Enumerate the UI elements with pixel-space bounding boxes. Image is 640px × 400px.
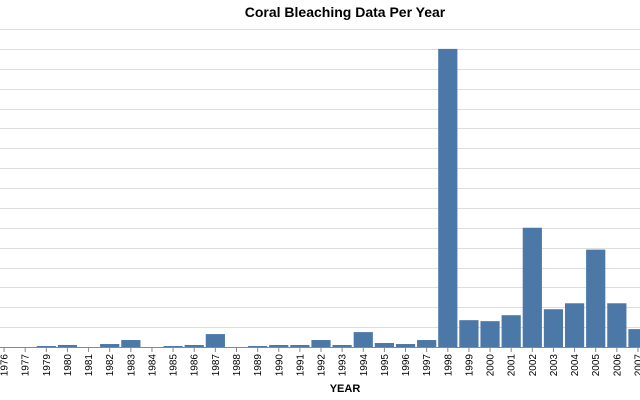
x-tick-label-1983: 1983 (126, 354, 137, 377)
x-tick-label-1987: 1987 (211, 354, 222, 377)
x-tick-label-2003: 2003 (549, 354, 560, 377)
x-tick-label-2007: 2007 (633, 354, 640, 377)
bar-1986 (184, 345, 204, 347)
x-tick-label-2000: 2000 (486, 354, 497, 377)
x-tick-label-1993: 1993 (338, 354, 349, 377)
bar-1997 (417, 340, 437, 347)
bar-2006 (607, 303, 627, 347)
bar-1995 (374, 343, 394, 347)
x-tick-label-2006: 2006 (612, 354, 623, 377)
bar-1991 (290, 345, 310, 347)
bar-1993 (332, 345, 352, 347)
bar-2000 (480, 321, 500, 347)
x-tick-label-1980: 1980 (63, 354, 74, 377)
x-tick-label-1991: 1991 (295, 354, 306, 377)
x-axis-title: YEAR (330, 383, 361, 395)
x-tick-label-1990: 1990 (274, 354, 285, 377)
bar-2004 (564, 303, 585, 347)
x-tick-label-2002: 2002 (528, 354, 539, 377)
bar-2007 (628, 329, 640, 347)
bar-1998 (438, 48, 458, 348)
x-tick-label-1984: 1984 (147, 354, 158, 377)
x-tick-label-1988: 1988 (232, 354, 243, 377)
x-axis-tick-labels: 1976 1977 1979 1980 1981 1982 1983 1984 1985 1986… (0, 354, 640, 377)
x-tick-label-1986: 1986 (190, 354, 201, 377)
bar-1980 (57, 345, 78, 347)
x-tick-label-1989: 1989 (253, 354, 264, 377)
x-tick-label-1982: 1982 (105, 354, 116, 377)
bar-2003 (543, 309, 564, 347)
bar-1982 (100, 344, 120, 347)
x-tick-label-2005: 2005 (591, 354, 602, 377)
x-tick-label-2004: 2004 (570, 354, 581, 377)
bar-1987 (205, 334, 225, 347)
x-tick-label-1992: 1992 (317, 354, 328, 377)
x-tick-label-1998: 1998 (443, 354, 454, 377)
bar-1999 (459, 320, 479, 347)
x-tick-label-1985: 1985 (169, 354, 180, 377)
bar-1994 (353, 332, 373, 347)
gridlines (0, 29, 640, 328)
bars (36, 48, 640, 348)
bar-1983 (121, 340, 141, 347)
bar-2001 (501, 315, 521, 347)
bar-1992 (311, 340, 331, 347)
x-tick-label-1977: 1977 (21, 354, 32, 377)
bar-1979 (36, 346, 56, 347)
x-tick-label-1976: 1976 (0, 354, 11, 377)
x-tick-label-2001: 2001 (507, 354, 518, 377)
x-tick-label-1994: 1994 (359, 354, 370, 377)
bar-2002 (522, 227, 542, 347)
chart-title: Coral Bleaching Data Per Year (245, 4, 446, 20)
x-tick-label-1999: 1999 (464, 354, 475, 377)
bar-1996 (395, 344, 416, 347)
x-tick-label-1981: 1981 (84, 354, 95, 377)
x-tick-label-1997: 1997 (422, 354, 433, 377)
x-axis-ticks (3, 347, 639, 352)
bar-2005 (586, 249, 606, 347)
x-tick-label-1979: 1979 (42, 354, 53, 377)
bar-1989 (248, 346, 268, 347)
bar-1990 (269, 345, 289, 347)
x-tick-label-1995: 1995 (380, 354, 391, 377)
x-tick-label-1996: 1996 (401, 354, 412, 377)
bar-1985 (163, 346, 183, 347)
